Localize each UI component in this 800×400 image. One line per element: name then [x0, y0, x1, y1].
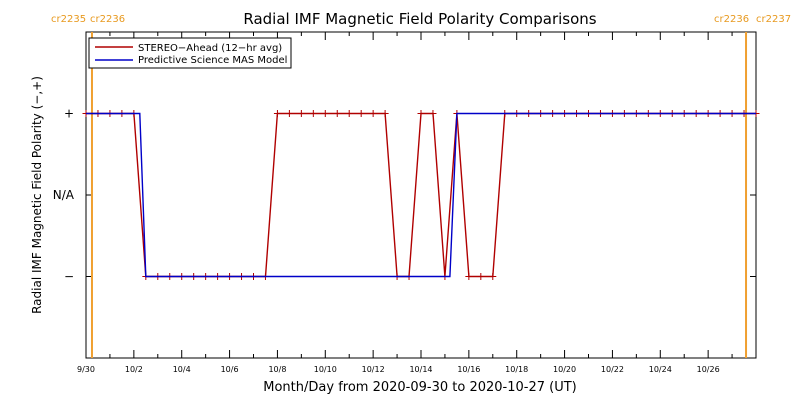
x-tick-label: 10/26: [697, 365, 720, 374]
data-point: [369, 110, 377, 117]
data-point: [429, 110, 437, 117]
x-axis-label: Month/Day from 2020-09-30 to 2020-10-27 …: [263, 380, 576, 395]
legend-box: [88, 37, 292, 69]
x-tick-label: 10/10: [314, 365, 337, 374]
legend-label-stereo: STEREO−Ahead (12−hr avg): [138, 43, 282, 54]
x-tick-label: 10/6: [221, 365, 239, 374]
data-point: [345, 110, 353, 117]
x-tick-label: 9/30: [77, 365, 95, 374]
y-tick-label: −: [64, 270, 74, 284]
data-point: [309, 110, 317, 117]
data-point: [477, 273, 485, 280]
carrington-markers: [90, 32, 748, 358]
x-axis: 9/30 10/2 10/4 10/6 10/8 10/10 10/12 10/14 10/16…: [77, 32, 757, 374]
x-tick-label: 10/4: [173, 365, 191, 374]
data-point: [285, 110, 293, 117]
x-tick-label: 10/12: [362, 365, 385, 374]
y-tick-label: +: [64, 107, 74, 121]
x-tick-label: 10/16: [457, 365, 480, 374]
data-point: [297, 110, 305, 117]
data-point: [357, 110, 365, 117]
x-tick-label: 10/18: [505, 365, 528, 374]
series-line-mas: [86, 112, 756, 278]
data-point: [489, 273, 497, 280]
data-point: [321, 110, 329, 117]
data-point: [417, 110, 425, 117]
legend-label-mas: Predictive Science MAS Model: [138, 55, 287, 66]
legend: STEREO−Ahead (12−hr avg) Predictive Scie…: [88, 37, 292, 69]
x-tick-label: 10/8: [268, 365, 286, 374]
y-tick-label: N/A: [53, 188, 75, 202]
data-point: [333, 110, 341, 117]
x-tick-label: 10/14: [409, 365, 432, 374]
series-line-stereo: [86, 112, 756, 278]
data-point: [465, 273, 473, 280]
data-point: [273, 110, 281, 117]
cr-right-label-b: cr2237: [756, 14, 791, 25]
y-axis: − N/A +: [53, 107, 756, 284]
x-tick-label: 10/2: [125, 365, 143, 374]
x-tick-label: 10/22: [601, 365, 624, 374]
cr-right-label-a: cr2236: [714, 14, 749, 25]
y-axis-label: Radial IMF Magnetic Field Polarity (−,+): [30, 76, 44, 314]
cr-left-label-a: cr2235: [51, 14, 86, 25]
series-layer: [82, 110, 760, 280]
chart-title: Radial IMF Magnetic Field Polarity Compa…: [243, 10, 596, 28]
cr-left-label-b: cr2236: [90, 14, 125, 25]
plot-frame: [85, 31, 757, 359]
x-tick-label: 10/20: [553, 365, 576, 374]
x-tick-label: 10/24: [649, 365, 672, 374]
data-point: [381, 110, 389, 117]
